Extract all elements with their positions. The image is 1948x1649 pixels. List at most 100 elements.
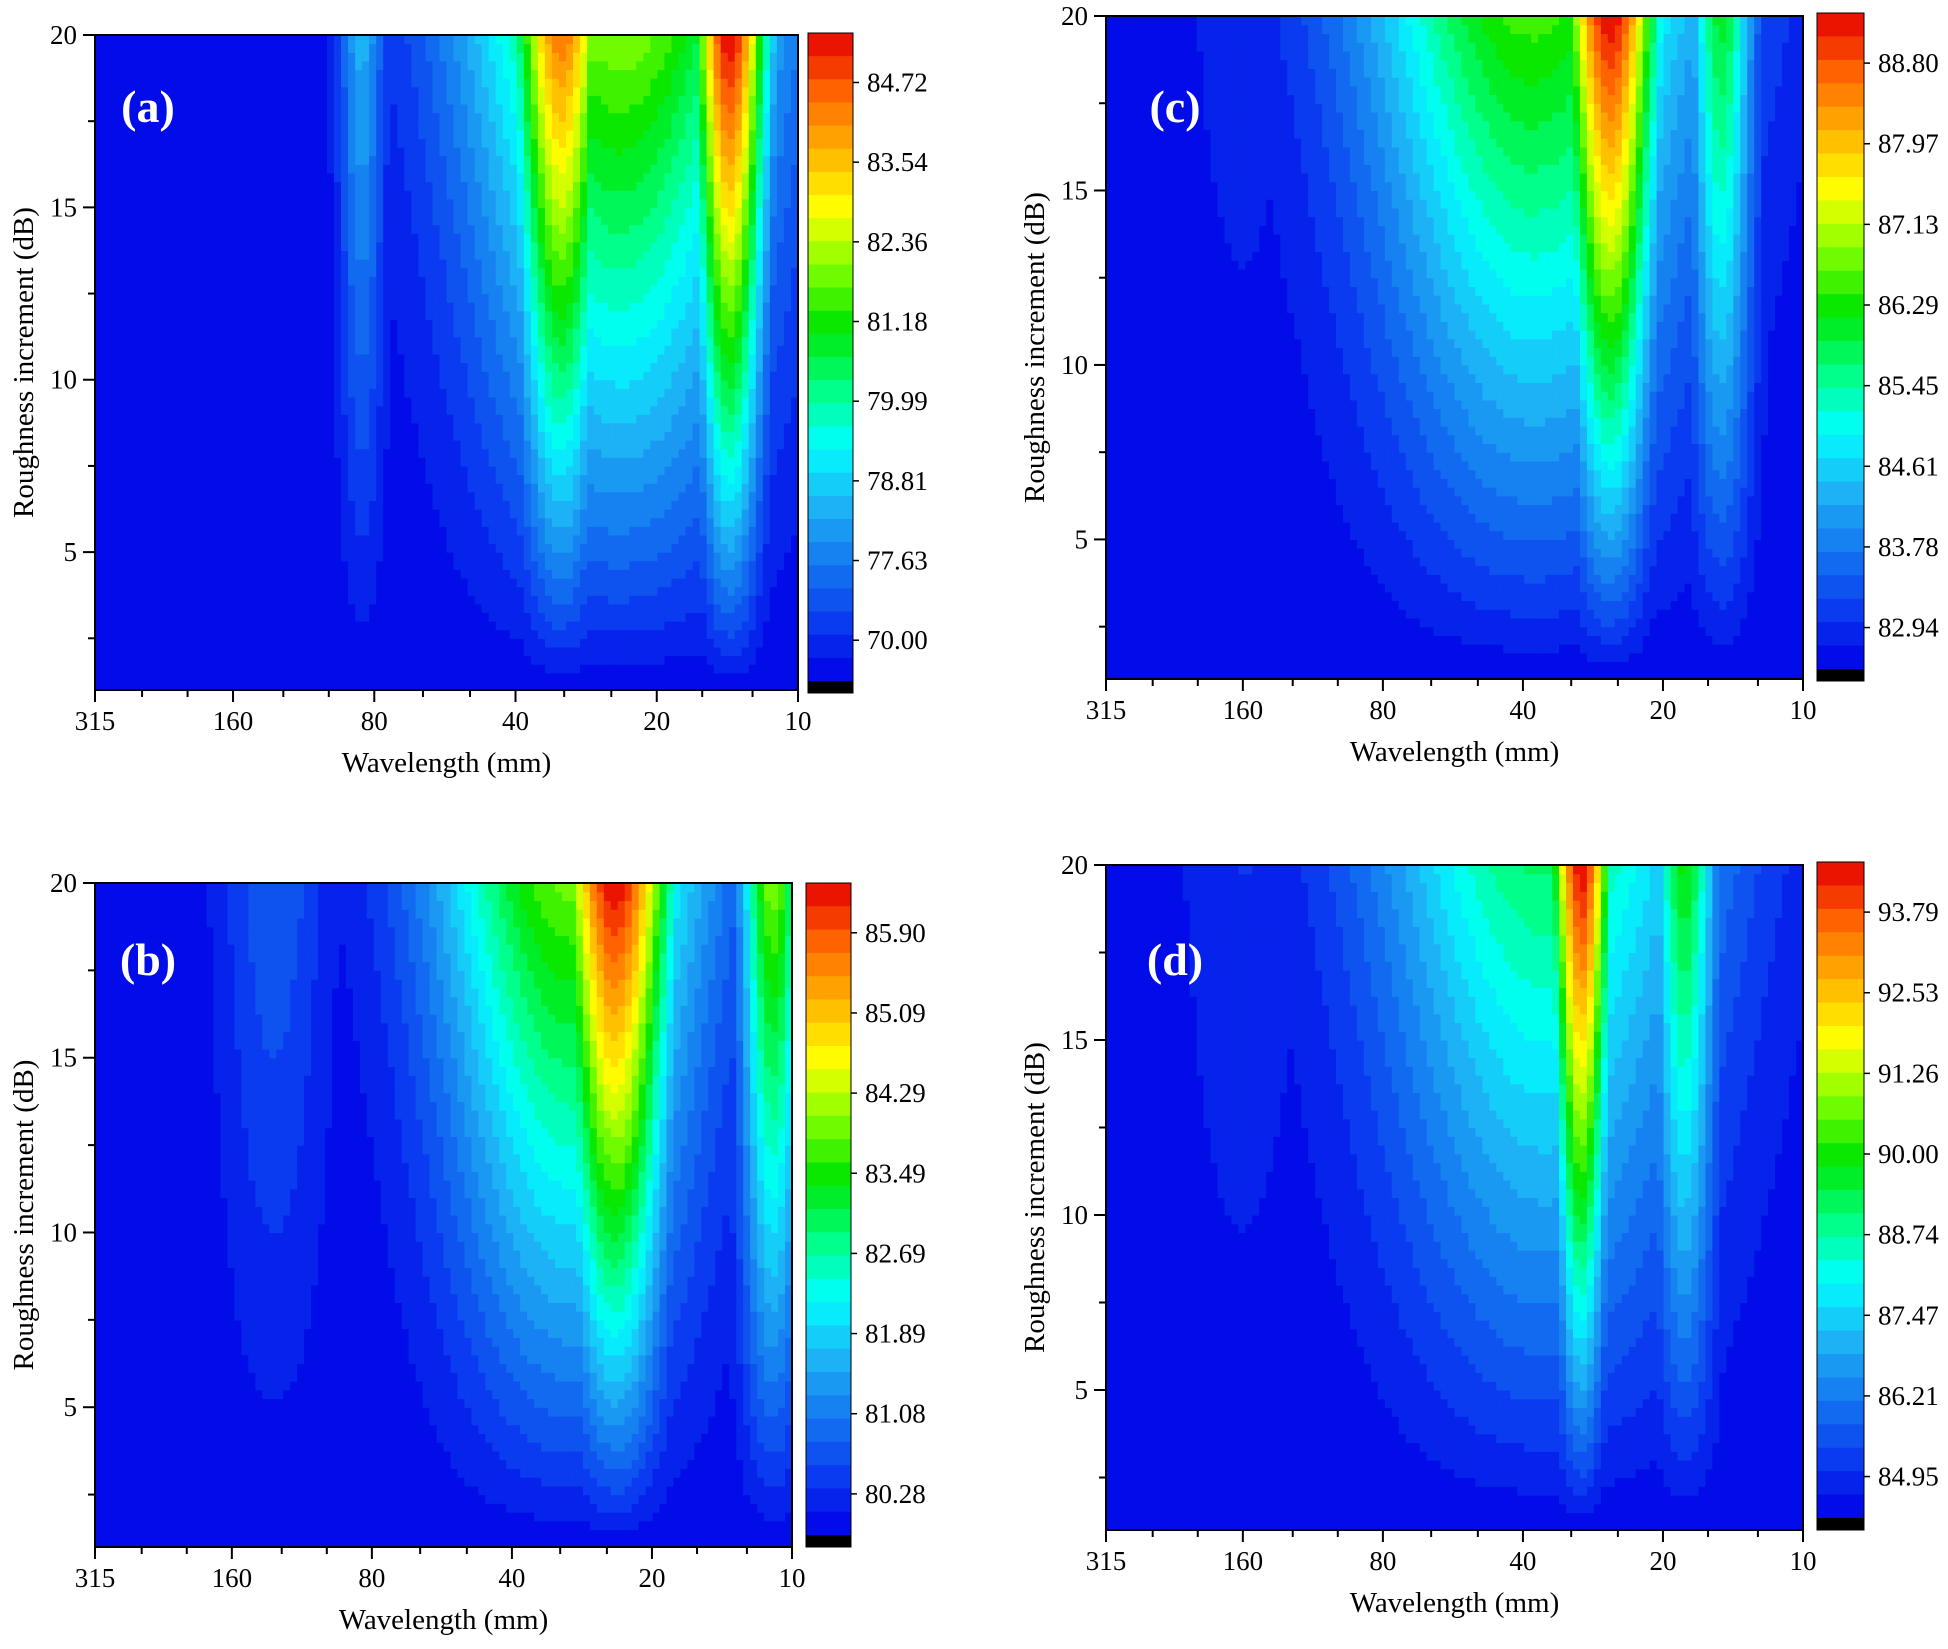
heatmap-cell	[243, 388, 251, 397]
heatmap-cell	[215, 268, 223, 277]
heatmap-cell	[461, 647, 469, 656]
heatmap-cell	[299, 285, 307, 294]
heatmap-cell	[257, 164, 265, 173]
heatmap-cell	[489, 621, 497, 630]
heatmap-cell	[510, 216, 518, 225]
heatmap-cell	[334, 44, 342, 53]
heatmap-cell	[151, 526, 159, 535]
heatmap-cell	[327, 604, 335, 613]
heatmap-cell	[292, 457, 300, 466]
heatmap-cell	[172, 388, 180, 397]
heatmap-cell	[334, 242, 342, 251]
heatmap-cell	[229, 388, 237, 397]
heatmap-cell	[243, 113, 251, 122]
heatmap-cell	[200, 561, 208, 570]
heatmap-cell	[179, 199, 187, 208]
heatmap-cell	[158, 673, 166, 682]
heatmap-cell	[257, 302, 265, 311]
heatmap-cell	[102, 388, 110, 397]
heatmap-cell	[552, 388, 560, 397]
heatmap-cell	[327, 95, 335, 104]
heatmap-cell	[517, 199, 525, 208]
heatmap-cell	[545, 294, 553, 303]
heatmap-cell	[334, 431, 342, 440]
heatmap-cell	[461, 138, 469, 147]
heatmap-cell	[390, 475, 398, 484]
heatmap-cell	[489, 311, 497, 320]
heatmap-cell	[524, 182, 532, 191]
heatmap-cell	[383, 164, 391, 173]
heatmap-cell	[348, 95, 356, 104]
heatmap-cell	[236, 380, 244, 389]
heatmap-cell	[236, 578, 244, 587]
heatmap-cell	[468, 190, 476, 199]
heatmap-cell	[390, 578, 398, 587]
heatmap-cell	[376, 259, 384, 268]
heatmap-cell	[461, 630, 469, 639]
heatmap-cell	[538, 569, 546, 578]
heatmap-cell	[538, 61, 546, 70]
heatmap-cell	[250, 371, 258, 380]
heatmap-cell	[313, 52, 321, 61]
heatmap-cell	[538, 578, 546, 587]
heatmap-cell	[229, 492, 237, 501]
heatmap-cell	[299, 466, 307, 475]
heatmap-cell	[95, 242, 103, 251]
heatmap-cell	[376, 69, 384, 78]
heatmap-cell	[517, 61, 525, 70]
heatmap-cell	[130, 380, 138, 389]
heatmap-cell	[320, 647, 328, 656]
heatmap-cell	[109, 276, 117, 285]
heatmap-cell	[200, 509, 208, 518]
heatmap-cell	[411, 587, 419, 596]
heatmap-cell	[552, 207, 560, 216]
heatmap-cell	[130, 466, 138, 475]
heatmap-cell	[468, 121, 476, 130]
heatmap-cell	[510, 190, 518, 199]
heatmap-cell	[222, 35, 230, 44]
heatmap-cell	[482, 259, 490, 268]
heatmap-cell	[418, 406, 426, 415]
heatmap-cell	[439, 69, 447, 78]
heatmap-cell	[236, 647, 244, 656]
heatmap-cell	[496, 268, 504, 277]
heatmap-cell	[172, 457, 180, 466]
heatmap-cell	[545, 526, 553, 535]
heatmap-cell	[229, 500, 237, 509]
heatmap-cell	[172, 414, 180, 423]
heatmap-cell	[102, 138, 110, 147]
heatmap-cell	[172, 156, 180, 165]
heatmap-cell	[432, 457, 440, 466]
heatmap-cell	[439, 371, 447, 380]
heatmap-cell	[348, 621, 356, 630]
heatmap-cell	[327, 250, 335, 259]
heatmap-cell	[292, 543, 300, 552]
heatmap-cell	[144, 216, 152, 225]
heatmap-cell	[207, 569, 215, 578]
heatmap-cell	[158, 164, 166, 173]
heatmap-cell	[545, 380, 553, 389]
heatmap-cell	[369, 250, 377, 259]
heatmap-cell	[531, 466, 539, 475]
heatmap-cell	[257, 44, 265, 53]
heatmap-cell	[222, 78, 230, 87]
heatmap-cell	[552, 595, 560, 604]
heatmap-cell	[552, 268, 560, 277]
heatmap-cell	[362, 457, 370, 466]
heatmap-cell	[236, 526, 244, 535]
heatmap-cell	[475, 225, 483, 234]
heatmap-cell	[341, 673, 349, 682]
heatmap-cell	[95, 587, 103, 596]
heatmap-cell	[334, 371, 342, 380]
heatmap-cell	[503, 388, 511, 397]
heatmap-cell	[418, 656, 426, 665]
heatmap-cell	[102, 78, 110, 87]
heatmap-cell	[503, 35, 511, 44]
heatmap-cell	[306, 363, 314, 372]
heatmap-cell	[215, 61, 223, 70]
heatmap-cell	[250, 595, 258, 604]
heatmap-cell	[264, 173, 272, 182]
heatmap-cell	[165, 457, 173, 466]
heatmap-cell	[531, 233, 539, 242]
heatmap-cell	[503, 164, 511, 173]
